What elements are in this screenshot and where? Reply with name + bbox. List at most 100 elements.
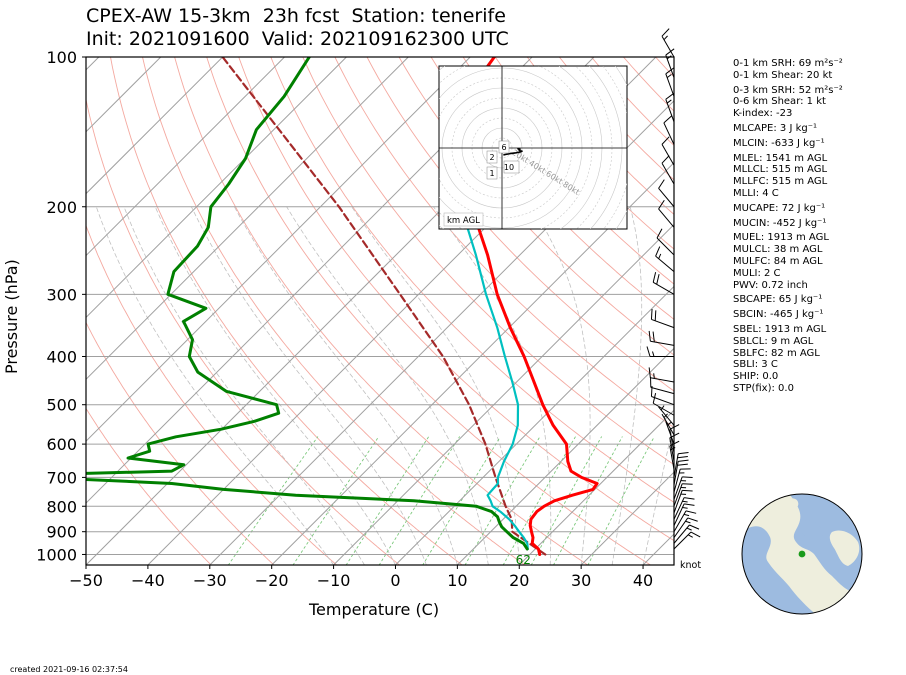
station-locator-globe xyxy=(741,493,863,615)
y-tick-label: 1000 xyxy=(36,545,77,564)
dry-adiabat xyxy=(110,57,463,565)
moist-adiabat xyxy=(154,206,396,565)
isotherm xyxy=(271,161,674,565)
index-line: 0-1 km SRH: 69 m²s⁻² xyxy=(733,58,843,69)
moist-adiabat xyxy=(611,206,643,565)
index-line: 0-6 km Shear: 1 kt xyxy=(733,96,826,108)
y-tick-label: 300 xyxy=(46,285,77,304)
index-line: MULI: 2 C xyxy=(733,267,781,279)
x-tick-label: −50 xyxy=(69,571,103,590)
wind-unit-label: knot xyxy=(680,560,702,571)
dry-adiabat xyxy=(86,224,338,565)
x-tick-label: 10 xyxy=(447,571,467,590)
y-tick-label: 500 xyxy=(46,396,77,415)
wind-barb xyxy=(673,459,689,486)
x-tick-label: −20 xyxy=(255,571,289,590)
dry-adiabat xyxy=(174,57,589,565)
index-line: SBLCL: 9 m AGL xyxy=(733,335,814,347)
moist-adiabat xyxy=(233,206,458,565)
x-tick-label: −10 xyxy=(317,571,351,590)
index-line: SBLFC: 82 m AGL xyxy=(733,347,820,359)
mixing-ratio-line xyxy=(227,436,319,565)
x-tick-label: −40 xyxy=(131,571,165,590)
isotherm xyxy=(209,100,674,565)
index-line: MLCAPE: 3 J kg⁻¹ xyxy=(733,122,818,134)
index-line: K-index: -23 xyxy=(733,108,793,120)
wind-barb xyxy=(658,179,675,208)
hodograph-height-box xyxy=(498,140,510,154)
wind-barb xyxy=(648,330,675,346)
indices-panel: 0-1 km SRH: 69 m²s⁻² 0-1 km Shear: 20 kt 0… xyxy=(733,58,843,395)
y-tick-label: 400 xyxy=(46,348,77,367)
dry-adiabat xyxy=(86,407,212,565)
isotherm xyxy=(518,409,674,565)
x-axis-label: Temperature (C) xyxy=(309,600,440,619)
dry-adiabat xyxy=(86,321,275,565)
created-timestamp: created 2021-09-16 02:37:54 xyxy=(10,665,128,674)
index-line: SHIP: 0.0 xyxy=(733,371,779,383)
mixing-ratio-line xyxy=(378,436,460,565)
surface-label: 62 xyxy=(516,553,531,567)
dry-adiabat xyxy=(302,57,674,466)
index-line: PWV: 0.72 inch xyxy=(733,279,808,291)
dry-adiabat xyxy=(462,57,674,285)
hodograph-legend-box xyxy=(443,212,484,227)
index-line: MUCAPE: 72 J kg⁻¹ xyxy=(733,202,826,214)
wind-barb xyxy=(661,136,675,166)
wind-barb xyxy=(663,115,675,145)
index-line: MULFC: 84 m AGL xyxy=(733,255,823,267)
wind-barb xyxy=(652,392,675,416)
mixing-ratio-line xyxy=(587,436,655,565)
wind-barb xyxy=(673,503,695,526)
moist-adiabat xyxy=(190,206,427,565)
y-tick-label: 900 xyxy=(46,523,77,542)
moist-adiabat xyxy=(642,418,674,565)
y-tick-label: 100 xyxy=(46,48,77,67)
isotherm xyxy=(457,347,674,565)
wind-barb xyxy=(673,476,693,500)
dry-adiabat xyxy=(655,57,674,78)
index-line: MLLFC: 515 m AGL xyxy=(733,176,828,188)
x-tick-label: 40 xyxy=(633,571,653,590)
dry-adiabat xyxy=(398,57,674,356)
index-line: SBLI: 3 C xyxy=(733,359,778,371)
chart-title-line1: CPEX-AW 15-3km 23h fcst Station: tenerif… xyxy=(86,5,506,27)
index-line: 0-3 km SRH: 52 m²s⁻² xyxy=(733,84,843,96)
hodograph-height-box xyxy=(486,166,498,180)
mixing-ratio-line xyxy=(464,436,541,565)
hodograph-height-box xyxy=(503,160,520,174)
dry-adiabat xyxy=(590,57,674,147)
x-tick-label: 20 xyxy=(509,571,529,590)
index-line: MLCIN: -633 J kg⁻¹ xyxy=(733,137,825,149)
index-line: MUCIN: -452 J kg⁻¹ xyxy=(733,217,827,229)
isotherm xyxy=(395,285,674,565)
hodograph-height-box xyxy=(486,150,498,164)
wind-barb xyxy=(673,468,691,493)
mixing-ratio-line xyxy=(502,436,576,565)
wind-barb xyxy=(661,28,675,58)
plot-frame xyxy=(85,56,675,566)
y-tick-label: 800 xyxy=(46,497,77,516)
y-tick-label: 200 xyxy=(46,198,77,217)
dry-adiabat xyxy=(622,57,674,112)
y-tick-label: 700 xyxy=(46,468,77,487)
wind-barb xyxy=(673,510,697,532)
chart-title-line2: Init: 2021091600 Valid: 202109162300 UTC xyxy=(86,28,509,50)
index-line: SBCIN: -465 J kg⁻¹ xyxy=(733,309,824,321)
wind-barb xyxy=(673,497,695,520)
dry-adiabat xyxy=(720,57,906,565)
wind-barb xyxy=(650,308,675,329)
hodograph-height-label: 10 xyxy=(504,163,514,172)
wind-barb xyxy=(658,199,675,228)
isotherm xyxy=(86,57,471,442)
series-temperature xyxy=(454,57,599,556)
wind-barb xyxy=(655,246,675,272)
wind-barb xyxy=(673,483,693,507)
dry-adiabat xyxy=(334,57,674,429)
dry-adiabat xyxy=(430,57,674,320)
wind-barb xyxy=(646,346,674,358)
wind-barb xyxy=(665,48,675,78)
isotherm xyxy=(86,57,285,257)
